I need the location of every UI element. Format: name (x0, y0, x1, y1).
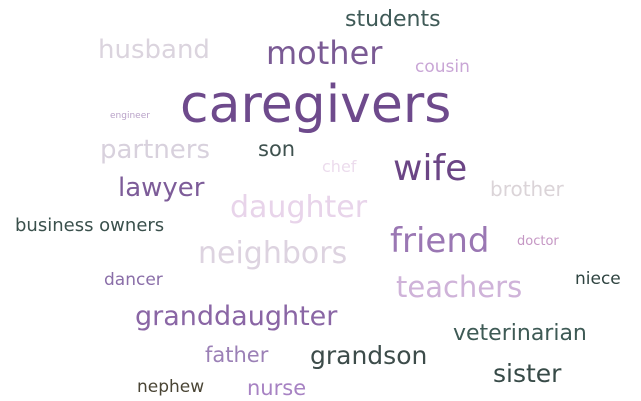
word: grandson (310, 341, 427, 370)
word: partners (100, 135, 210, 165)
word: son (258, 137, 295, 161)
word: chef (322, 157, 357, 176)
word: business owners (15, 215, 164, 236)
word: cousin (415, 57, 470, 77)
word: daughter (230, 190, 368, 225)
word: engineer (110, 111, 150, 121)
word: nephew (137, 377, 204, 397)
word: niece (575, 269, 621, 289)
word: teachers (396, 270, 522, 304)
word: granddaughter (135, 301, 338, 332)
word: students (345, 7, 441, 32)
word: sister (493, 359, 562, 388)
word: husband (98, 35, 210, 65)
word: father (205, 343, 269, 367)
word: brother (490, 177, 565, 201)
word: mother (266, 34, 383, 72)
word: veterinarian (453, 321, 587, 346)
word: dancer (104, 270, 163, 290)
word: friend (390, 221, 489, 261)
word: lawyer (118, 173, 205, 203)
word: neighbors (198, 236, 347, 271)
word: doctor (517, 234, 559, 249)
word: caregivers (180, 75, 451, 135)
word: nurse (247, 376, 306, 400)
word: wife (393, 148, 467, 189)
